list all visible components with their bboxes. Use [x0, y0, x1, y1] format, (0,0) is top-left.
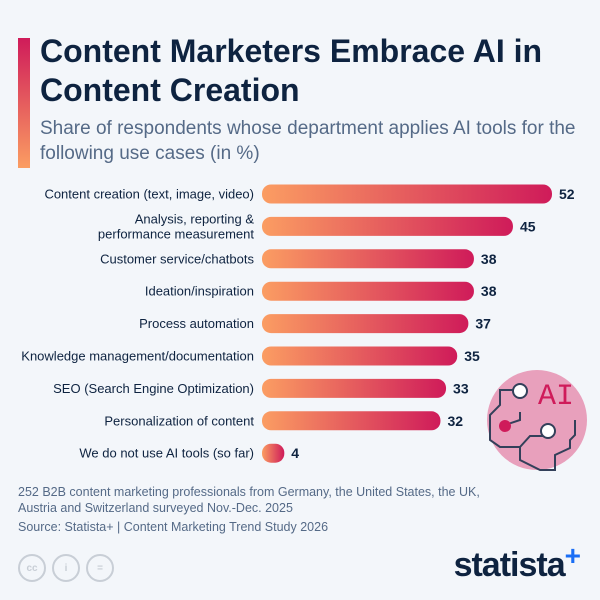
- license-icons: cc i =: [18, 554, 114, 582]
- attribution-icon[interactable]: i: [52, 554, 80, 582]
- value-label: 37: [475, 316, 491, 332]
- category-label: Customer service/chatbots: [100, 251, 254, 266]
- bar: [262, 184, 552, 204]
- category-label: We do not use AI tools (so far): [79, 446, 254, 461]
- value-label: 38: [481, 251, 497, 267]
- ai-circle-icon: [487, 370, 587, 470]
- bar: [262, 346, 458, 366]
- category-label: Knowledge management/documentation: [21, 349, 254, 364]
- bar: [262, 411, 441, 431]
- cc-icon[interactable]: cc: [18, 554, 46, 582]
- source: Source: Statista+ | Content Marketing Tr…: [18, 520, 329, 534]
- value-label: 32: [447, 413, 463, 429]
- value-label: 4: [291, 445, 299, 461]
- no-derivatives-icon[interactable]: =: [86, 554, 114, 582]
- bar: [262, 249, 474, 269]
- category-label: Process automation: [139, 316, 254, 331]
- bar: [262, 378, 447, 398]
- value-label: 33: [453, 380, 469, 396]
- bar: [262, 216, 513, 236]
- category-label: Personalization of content: [104, 413, 254, 428]
- ai-illustration: AI: [487, 370, 587, 471]
- category-label: SEO (Search Engine Optimization): [53, 381, 254, 396]
- survey-note: 252 B2B content marketing professionals …: [18, 485, 480, 515]
- value-label: 38: [481, 283, 497, 299]
- bar: [262, 314, 469, 334]
- category-label: Content creation (text, image, video): [44, 187, 254, 202]
- page-title: Content Marketers Embrace AI in Content …: [40, 33, 543, 108]
- category-label: performance measurement: [98, 226, 254, 241]
- subtitle: Share of respondents whose department ap…: [40, 118, 576, 164]
- value-label: 45: [520, 218, 536, 234]
- ai-label: AI: [538, 380, 574, 414]
- title-accent-bar: [18, 38, 30, 168]
- category-label: Analysis, reporting &: [135, 211, 255, 226]
- statista-logo[interactable]: statista+: [453, 540, 581, 584]
- value-label: 52: [559, 186, 575, 202]
- bar: [262, 443, 285, 463]
- circuit-icon: [489, 389, 576, 471]
- bar: [262, 281, 474, 301]
- value-label: 35: [464, 348, 480, 364]
- category-label: Ideation/inspiration: [145, 284, 254, 299]
